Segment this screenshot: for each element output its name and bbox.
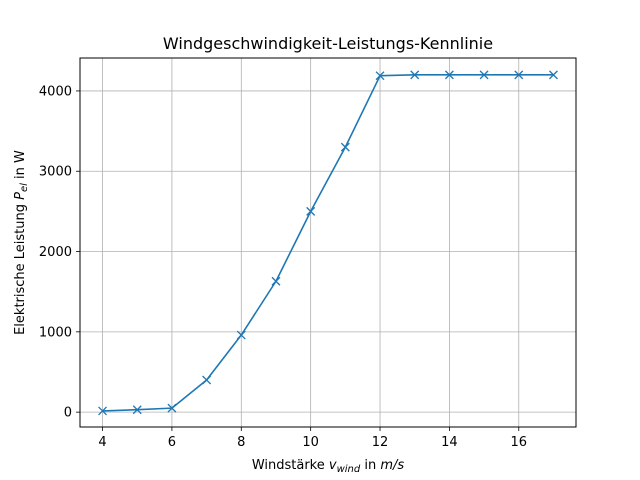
series-line-layer (102, 74, 554, 412)
x-tick-label: 6 (168, 435, 176, 450)
data-point-marker (132, 405, 142, 415)
plot-frame (79, 57, 577, 428)
data-point-marker (306, 206, 316, 216)
data-point-marker (410, 70, 420, 80)
data-point-marker (479, 70, 489, 80)
x-tick-label: 14 (441, 435, 458, 450)
y-tick-label: 4000 (39, 84, 72, 99)
chart-title: Windgeschwindigkeit-Leistungs-Kennlinie (163, 34, 493, 53)
grid (80, 58, 576, 427)
x-tick-label: 10 (302, 435, 319, 450)
data-point-marker (548, 70, 558, 80)
data-point-marker (202, 375, 212, 385)
y-tick-label: 3000 (39, 165, 72, 180)
data-point-marker (444, 70, 454, 80)
x-tick-label: 4 (98, 435, 106, 450)
data-point-marker (271, 276, 281, 286)
x-tick-label: 12 (372, 435, 389, 450)
x-axis-label: Windstärke vwind in m/s (252, 458, 405, 475)
data-point-marker (514, 70, 524, 80)
data-point-marker (167, 403, 177, 413)
y-axis-label: Elektrische Leistung Pel in W (13, 150, 30, 335)
data-point-marker (236, 330, 246, 340)
marker-layer (98, 70, 558, 416)
x-tick-label: 16 (510, 435, 527, 450)
y-tick-label: 0 (64, 406, 72, 421)
y-tick-label: 1000 (39, 325, 72, 340)
series-line (102, 74, 554, 412)
data-point-marker (98, 406, 108, 416)
data-point-marker (340, 142, 350, 152)
y-tick-label: 2000 (39, 245, 72, 260)
tick-layer: 4 6 8 10 12 14 16 0 1000 2000 3000 4000 (39, 84, 527, 450)
data-point-marker (375, 71, 385, 81)
x-tick-label: 8 (237, 435, 245, 450)
